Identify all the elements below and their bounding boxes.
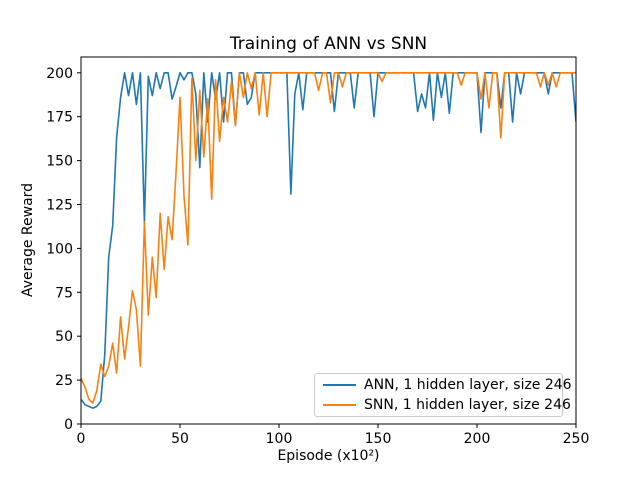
y-tick-label: 200	[46, 66, 73, 82]
y-tick-label: 150	[46, 154, 73, 170]
y-tick-label: 75	[55, 285, 73, 301]
legend-label-ann: ANN, 1 hidden layer, size 246	[364, 377, 572, 394]
x-tick-label: 50	[171, 431, 189, 447]
y-tick-label: 125	[46, 198, 73, 214]
y-axis-label: Average Reward	[20, 182, 36, 298]
y-tick-label: 175	[46, 110, 73, 126]
legend-line-snn-icon	[323, 403, 356, 406]
x-tick-label: 200	[464, 431, 491, 447]
y-tick-label: 100	[46, 241, 73, 257]
y-tick-label: 0	[64, 417, 73, 433]
legend-label-snn: SNN, 1 hidden layer, size 246	[364, 396, 571, 413]
series-line-snn	[81, 72, 576, 404]
x-tick-label: 100	[266, 431, 293, 447]
chart-title: Training of ANN vs SNN	[229, 34, 428, 54]
x-axis-label: Episode (x10²)	[277, 448, 380, 464]
x-tick-label: 0	[77, 431, 86, 447]
legend: ANN, 1 hidden layer, size 246 SNN, 1 hid…	[314, 373, 572, 417]
y-tick-label: 50	[55, 329, 73, 345]
x-tick-label: 150	[365, 431, 392, 447]
legend-entry-ann: ANN, 1 hidden layer, size 246	[323, 376, 572, 395]
axes-frame	[80, 56, 577, 425]
y-tick-label: 25	[55, 373, 73, 389]
x-tick-label: 250	[563, 431, 590, 447]
legend-line-ann-icon	[323, 384, 356, 387]
legend-entry-snn: SNN, 1 hidden layer, size 246	[323, 396, 571, 415]
